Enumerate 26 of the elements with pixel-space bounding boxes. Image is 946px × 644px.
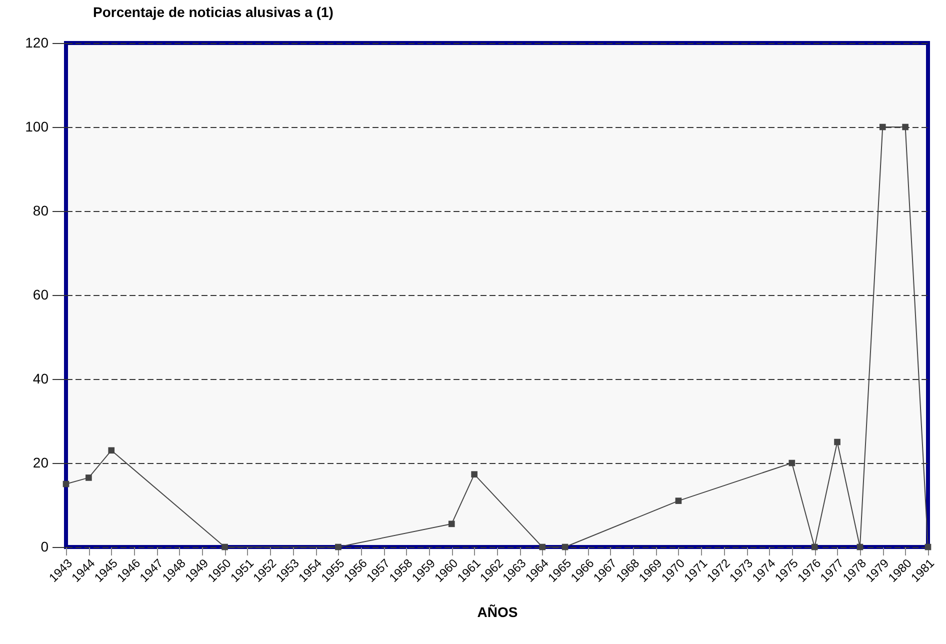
x-axis-title: AÑOS: [477, 604, 518, 620]
y-tick-label: 120: [25, 34, 49, 50]
point: [834, 438, 840, 446]
point: [86, 474, 92, 481]
y-tick-label: 80: [32, 202, 49, 218]
chart-title: Porcentaje de noticias alusivas a (1): [93, 4, 334, 20]
y-tick-label: 20: [32, 454, 49, 470]
point: [539, 544, 546, 550]
point: [562, 544, 568, 550]
point: [902, 124, 908, 130]
point: [924, 544, 932, 550]
point: [788, 460, 796, 466]
point: [62, 480, 70, 488]
y-tick-label: 0: [40, 538, 49, 554]
point: [879, 124, 886, 130]
point: [108, 447, 115, 454]
y-tick-label: 40: [32, 370, 49, 386]
point: [856, 544, 864, 550]
point: [222, 544, 228, 550]
point: [811, 544, 818, 550]
y-tick-label: 100: [25, 118, 49, 134]
point: [675, 498, 682, 504]
point: [471, 471, 478, 478]
point: [448, 520, 455, 528]
point: [335, 544, 342, 550]
y-tick-label: 60: [32, 286, 49, 302]
